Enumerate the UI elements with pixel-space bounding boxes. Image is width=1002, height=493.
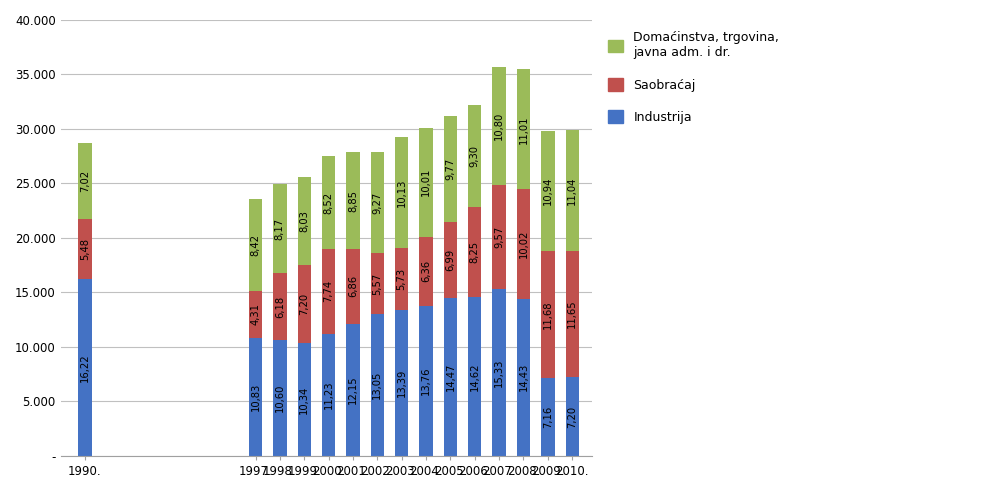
Text: 11,23: 11,23 bbox=[324, 381, 334, 409]
Bar bbox=[347, 323, 360, 456]
Text: 16,22: 16,22 bbox=[80, 353, 90, 382]
Bar bbox=[492, 289, 506, 456]
Bar bbox=[517, 70, 530, 189]
Text: 13,39: 13,39 bbox=[397, 369, 407, 397]
Text: 13,05: 13,05 bbox=[373, 371, 383, 399]
Text: 4,31: 4,31 bbox=[250, 304, 261, 325]
Text: 14,47: 14,47 bbox=[446, 363, 455, 391]
Bar bbox=[322, 249, 336, 334]
Text: 8,03: 8,03 bbox=[300, 210, 310, 232]
Bar bbox=[492, 67, 506, 184]
Bar bbox=[322, 156, 336, 249]
Bar bbox=[444, 298, 457, 456]
Bar bbox=[395, 137, 409, 247]
Bar bbox=[468, 297, 482, 456]
Text: 8,17: 8,17 bbox=[275, 217, 285, 240]
Text: 8,52: 8,52 bbox=[324, 192, 334, 214]
Bar bbox=[541, 378, 554, 456]
Bar bbox=[444, 222, 457, 298]
Bar bbox=[371, 152, 384, 253]
Text: 14,62: 14,62 bbox=[470, 362, 480, 390]
Bar bbox=[371, 253, 384, 314]
Text: 13,76: 13,76 bbox=[421, 367, 431, 395]
Bar bbox=[395, 247, 409, 310]
Text: 7,20: 7,20 bbox=[567, 406, 577, 428]
Bar bbox=[347, 152, 360, 249]
Bar bbox=[517, 189, 530, 299]
Bar bbox=[468, 106, 482, 207]
Bar bbox=[444, 115, 457, 222]
Bar bbox=[468, 207, 482, 297]
Bar bbox=[78, 143, 91, 219]
Text: 8,25: 8,25 bbox=[470, 241, 480, 263]
Text: 7,02: 7,02 bbox=[80, 170, 90, 192]
Text: 6,86: 6,86 bbox=[348, 275, 358, 297]
Text: 15,33: 15,33 bbox=[494, 358, 504, 387]
Bar bbox=[274, 184, 287, 273]
Text: 5,48: 5,48 bbox=[80, 238, 90, 260]
Text: 11,04: 11,04 bbox=[567, 176, 577, 205]
Text: 9,27: 9,27 bbox=[373, 191, 383, 213]
Bar bbox=[565, 250, 579, 378]
Text: 6,99: 6,99 bbox=[446, 249, 455, 271]
Bar bbox=[298, 343, 311, 456]
Bar bbox=[322, 334, 336, 456]
Bar bbox=[248, 199, 263, 291]
Text: 10,60: 10,60 bbox=[275, 384, 285, 412]
Bar bbox=[395, 310, 409, 456]
Bar bbox=[420, 237, 433, 306]
Bar bbox=[420, 128, 433, 237]
Bar bbox=[371, 314, 384, 456]
Bar bbox=[274, 273, 287, 341]
Text: 11,68: 11,68 bbox=[543, 300, 553, 328]
Text: 7,74: 7,74 bbox=[324, 281, 334, 302]
Text: 8,85: 8,85 bbox=[348, 189, 358, 211]
Bar bbox=[274, 341, 287, 456]
Text: 5,57: 5,57 bbox=[373, 272, 383, 294]
Text: 12,15: 12,15 bbox=[348, 376, 358, 404]
Text: 10,01: 10,01 bbox=[421, 168, 431, 196]
Bar bbox=[541, 132, 554, 250]
Bar bbox=[248, 338, 263, 456]
Text: 9,57: 9,57 bbox=[494, 226, 504, 248]
Text: 10,34: 10,34 bbox=[300, 386, 310, 414]
Text: 14,43: 14,43 bbox=[518, 363, 528, 391]
Text: 11,65: 11,65 bbox=[567, 300, 577, 328]
Text: 10,80: 10,80 bbox=[494, 111, 504, 140]
Legend: Domaćinstva, trgovina,
javna adm. i dr., Saobraćaj, Industrija: Domaćinstva, trgovina, javna adm. i dr.,… bbox=[603, 26, 785, 129]
Bar bbox=[78, 219, 91, 279]
Text: 11,01: 11,01 bbox=[518, 115, 528, 144]
Bar bbox=[517, 299, 530, 456]
Text: 9,30: 9,30 bbox=[470, 145, 480, 167]
Bar bbox=[248, 291, 263, 338]
Bar bbox=[298, 177, 311, 265]
Text: 9,77: 9,77 bbox=[446, 158, 455, 180]
Bar bbox=[420, 306, 433, 456]
Bar bbox=[565, 130, 579, 250]
Text: 10,02: 10,02 bbox=[518, 230, 528, 258]
Text: 10,94: 10,94 bbox=[543, 177, 553, 205]
Bar bbox=[565, 378, 579, 456]
Bar bbox=[541, 250, 554, 378]
Text: 10,83: 10,83 bbox=[250, 383, 261, 411]
Text: 6,18: 6,18 bbox=[275, 296, 285, 318]
Text: 6,36: 6,36 bbox=[421, 260, 431, 282]
Bar bbox=[492, 184, 506, 289]
Text: 8,42: 8,42 bbox=[250, 234, 261, 256]
Text: 5,73: 5,73 bbox=[397, 268, 407, 290]
Text: 10,13: 10,13 bbox=[397, 178, 407, 207]
Bar bbox=[78, 279, 91, 456]
Bar bbox=[298, 265, 311, 343]
Text: 7,16: 7,16 bbox=[543, 406, 553, 428]
Bar bbox=[347, 249, 360, 323]
Text: 7,20: 7,20 bbox=[300, 293, 310, 315]
